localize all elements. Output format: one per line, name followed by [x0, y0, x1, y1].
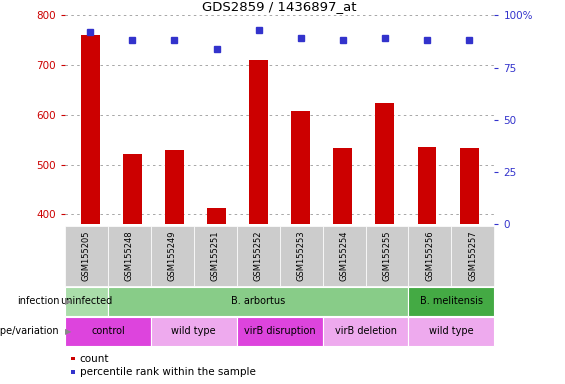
Bar [207, 209, 226, 224]
Text: GSM155253: GSM155253 [297, 231, 306, 281]
Bar [249, 60, 268, 224]
Text: uninfected: uninfected [60, 296, 112, 306]
Text: B. melitensis: B. melitensis [420, 296, 483, 306]
Text: virB disruption: virB disruption [244, 326, 315, 336]
Bar [81, 35, 99, 224]
Bar [291, 111, 310, 224]
Text: wild type: wild type [429, 326, 473, 336]
Text: GSM155254: GSM155254 [340, 231, 349, 281]
Text: count: count [80, 354, 109, 364]
Bar [333, 148, 353, 224]
Text: genotype/variation: genotype/variation [0, 326, 59, 336]
Text: wild type: wild type [172, 326, 216, 336]
Text: GSM155249: GSM155249 [168, 231, 177, 281]
Text: virB deletion: virB deletion [334, 326, 397, 336]
Text: ▶: ▶ [65, 297, 72, 306]
Text: GSM155251: GSM155251 [211, 231, 220, 281]
Text: GSM155252: GSM155252 [254, 231, 263, 281]
Text: infection: infection [17, 296, 59, 306]
Text: GSM155256: GSM155256 [425, 231, 434, 281]
Text: GSM155205: GSM155205 [82, 231, 91, 281]
Bar [460, 148, 479, 224]
Text: ▶: ▶ [65, 327, 72, 336]
Title: GDS2859 / 1436897_at: GDS2859 / 1436897_at [202, 0, 357, 13]
Text: control: control [91, 326, 125, 336]
Bar [418, 147, 437, 224]
Bar [165, 150, 184, 224]
Bar [123, 154, 142, 224]
Text: GSM155248: GSM155248 [125, 231, 134, 281]
Text: B. arbortus: B. arbortus [231, 296, 285, 306]
Text: percentile rank within the sample: percentile rank within the sample [80, 367, 255, 377]
Text: GSM155257: GSM155257 [468, 231, 477, 281]
Bar [376, 103, 394, 224]
Text: GSM155255: GSM155255 [383, 231, 392, 281]
